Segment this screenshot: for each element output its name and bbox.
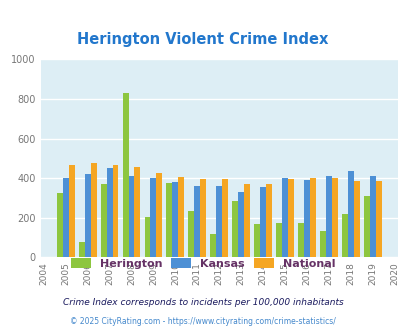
Bar xyxy=(238,192,243,257)
Bar xyxy=(232,201,238,257)
Bar xyxy=(178,177,184,257)
Text: Herington Violent Crime Index: Herington Violent Crime Index xyxy=(77,32,328,47)
Bar xyxy=(347,171,353,257)
Bar xyxy=(281,178,287,257)
Bar xyxy=(275,223,281,257)
Bar xyxy=(63,178,68,257)
Bar xyxy=(243,184,249,257)
Bar xyxy=(265,184,271,257)
Bar xyxy=(100,184,107,257)
Bar xyxy=(222,179,228,257)
Bar xyxy=(325,176,331,257)
Bar xyxy=(194,186,200,257)
Bar xyxy=(363,196,369,257)
Bar xyxy=(254,224,260,257)
Bar xyxy=(134,167,140,257)
Legend: Herington, Kansas, National: Herington, Kansas, National xyxy=(66,254,339,273)
Bar xyxy=(369,176,375,257)
Bar xyxy=(375,181,381,257)
Bar xyxy=(331,178,337,257)
Bar xyxy=(309,178,315,257)
Bar xyxy=(260,187,265,257)
Bar xyxy=(297,223,303,257)
Text: © 2025 CityRating.com - https://www.cityrating.com/crime-statistics/: © 2025 CityRating.com - https://www.city… xyxy=(70,317,335,326)
Bar xyxy=(79,242,85,257)
Bar xyxy=(90,163,96,257)
Bar xyxy=(107,168,112,257)
Bar xyxy=(128,176,134,257)
Bar xyxy=(200,179,206,257)
Bar xyxy=(144,217,150,257)
Bar xyxy=(57,193,63,257)
Bar xyxy=(287,179,293,257)
Bar xyxy=(85,174,90,257)
Bar xyxy=(172,182,178,257)
Bar xyxy=(122,93,128,257)
Bar xyxy=(319,231,325,257)
Bar xyxy=(216,186,222,257)
Bar xyxy=(156,173,162,257)
Bar xyxy=(166,183,172,257)
Bar xyxy=(68,165,75,257)
Bar xyxy=(210,234,216,257)
Bar xyxy=(112,165,118,257)
Text: Crime Index corresponds to incidents per 100,000 inhabitants: Crime Index corresponds to incidents per… xyxy=(62,298,343,307)
Bar xyxy=(188,211,194,257)
Bar xyxy=(341,214,347,257)
Bar xyxy=(150,178,156,257)
Bar xyxy=(303,180,309,257)
Bar xyxy=(353,181,359,257)
